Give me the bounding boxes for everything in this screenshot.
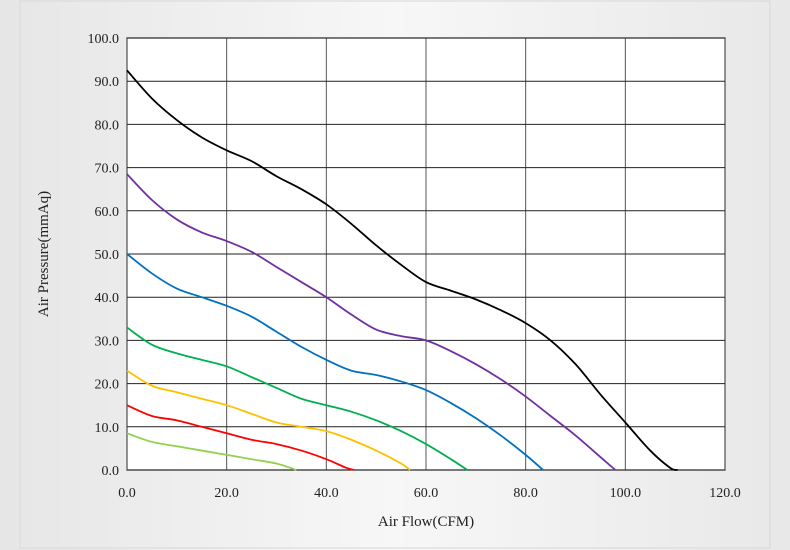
y-tick-label: 70.0 (95, 162, 120, 177)
x-tick-label: 0.0 (118, 486, 136, 501)
y-tick-label: 0.0 (102, 464, 120, 479)
x-tick-label: 100.0 (610, 486, 642, 501)
series-line-2 (126, 173, 616, 471)
series-line-7 (126, 432, 297, 471)
x-tick-label: 80.0 (513, 486, 538, 501)
y-tick-label: 60.0 (95, 205, 120, 220)
y-tick-label: 40.0 (95, 291, 120, 306)
series-line-4 (126, 326, 468, 471)
x-tick-label: 40.0 (314, 486, 339, 501)
x-tick-label: 120.0 (709, 486, 741, 501)
series-line-1 (126, 69, 678, 471)
chart-frame (19, 0, 771, 549)
grid (126, 37, 726, 471)
x-axis-label: Air Flow(CFM) (378, 514, 474, 530)
tick-labels: 0.0 20.0 40.0 60.0 80.0 100.0 120.0 0.0 10.0 20.0… (88, 32, 741, 501)
x-tick-label: 60.0 (414, 486, 439, 501)
y-tick-label: 80.0 (95, 118, 120, 133)
series-line-5 (126, 369, 411, 471)
series-line-6 (126, 404, 355, 471)
y-tick-label: 30.0 (95, 334, 120, 349)
y-tick-label: 50.0 (95, 248, 120, 263)
series-group (126, 69, 678, 471)
y-tick-label: 20.0 (95, 378, 120, 393)
y-tick-label: 100.0 (88, 32, 120, 47)
y-tick-label: 90.0 (95, 75, 120, 90)
x-tick-label: 20.0 (214, 486, 239, 501)
y-tick-label: 10.0 (95, 421, 120, 436)
series-line-3 (126, 253, 544, 471)
y-axis-label: Air Pressure(mmAq) (36, 191, 52, 317)
